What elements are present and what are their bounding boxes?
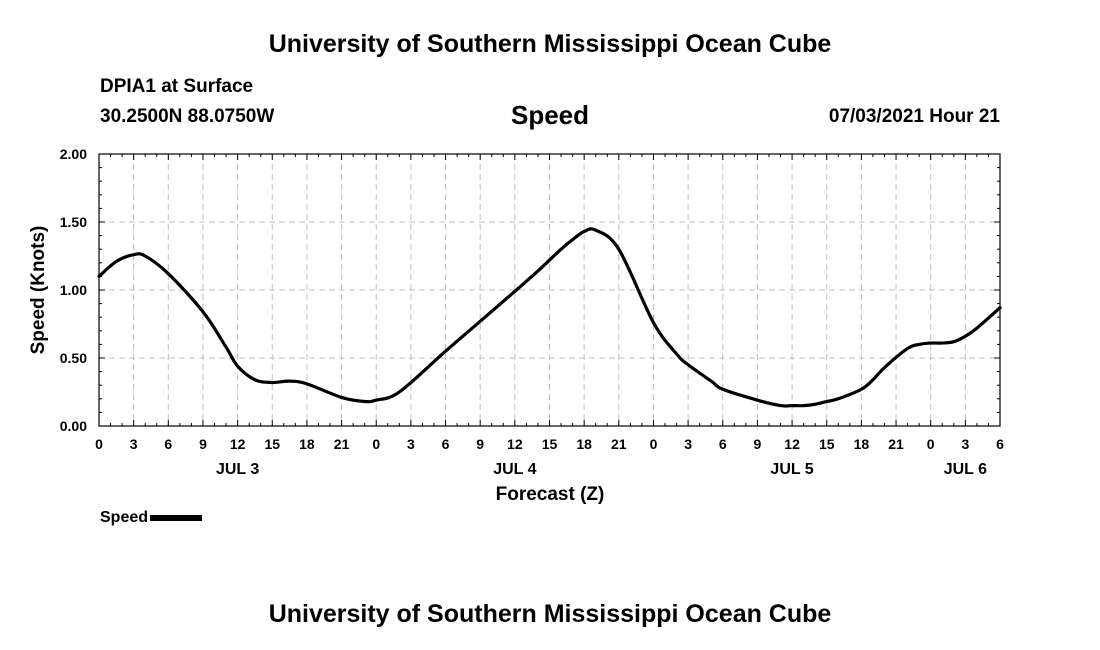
x-tick-label: 6	[996, 436, 1004, 452]
coordinates-label: 30.2500N 88.0750W	[100, 106, 275, 127]
plot-frame	[98, 153, 1001, 427]
series-line-speed	[97, 227, 1002, 408]
x-tick-label: 21	[888, 436, 904, 452]
x-tick-label: 0	[95, 436, 103, 452]
top-title: University of Southern Mississippi Ocean…	[268, 30, 832, 58]
x-tick-label: 6	[719, 436, 727, 452]
day-label: JUL 6	[944, 461, 987, 478]
x-tick-label: 9	[199, 436, 207, 452]
x-tick-label: 12	[507, 436, 523, 452]
x-tick-label: 18	[576, 436, 592, 452]
x-tick-label: 18	[854, 436, 870, 452]
x-axis-label: Forecast (Z)	[496, 484, 605, 505]
x-tick-label: 15	[264, 436, 280, 452]
y-tick-label: 0.00	[60, 418, 87, 434]
x-tick-label: 21	[611, 436, 627, 452]
x-tick-label: 9	[754, 436, 762, 452]
legend: Speed	[100, 509, 203, 527]
day-label: JUL 4	[493, 461, 536, 478]
x-tick-label: 0	[372, 436, 380, 452]
x-tick-label: 15	[819, 436, 835, 452]
axis-labels: 0 3 6 9 12 15 18 21 0 3 6 9 12 15 18 21 0 3 6 9 12 15 18 21 0 3 6 0…	[60, 146, 1004, 478]
day-label: JUL 5	[770, 461, 813, 478]
x-tick-label: 3	[130, 436, 138, 452]
x-tick-label: 21	[334, 436, 350, 452]
legend-line-swatch	[150, 514, 203, 521]
x-tick-label: 15	[542, 436, 558, 452]
y-axis-label: Speed (Knots)	[28, 226, 49, 355]
bottom-title: University of Southern Mississippi Ocean…	[268, 600, 832, 628]
x-tick-label: 0	[927, 436, 935, 452]
x-tick-label: 6	[442, 436, 450, 452]
y-tick-label: 2.00	[60, 146, 87, 162]
legend-label: Speed	[100, 509, 149, 526]
x-tick-label: 0	[650, 436, 658, 452]
x-tick-label: 9	[476, 436, 484, 452]
grid	[99, 154, 1000, 426]
x-tick-label: 3	[684, 436, 692, 452]
x-tick-label: 12	[230, 436, 246, 452]
x-tick-label: 6	[164, 436, 172, 452]
y-tick-label: 0.50	[60, 350, 87, 366]
y-tick-label: 1.00	[60, 282, 87, 298]
station-label: DPIA1 at Surface	[100, 76, 254, 97]
x-tick-label: 3	[407, 436, 415, 452]
day-label: JUL 3	[216, 461, 259, 478]
y-tick-label: 1.50	[60, 214, 87, 230]
datetime-label: 07/03/2021 Hour 21	[828, 106, 1000, 127]
series-layer	[97, 227, 1002, 408]
x-tick-label: 18	[299, 436, 315, 452]
x-tick-label: 12	[784, 436, 800, 452]
x-tick-label: 3	[961, 436, 969, 452]
chart-title: Speed	[510, 100, 590, 130]
